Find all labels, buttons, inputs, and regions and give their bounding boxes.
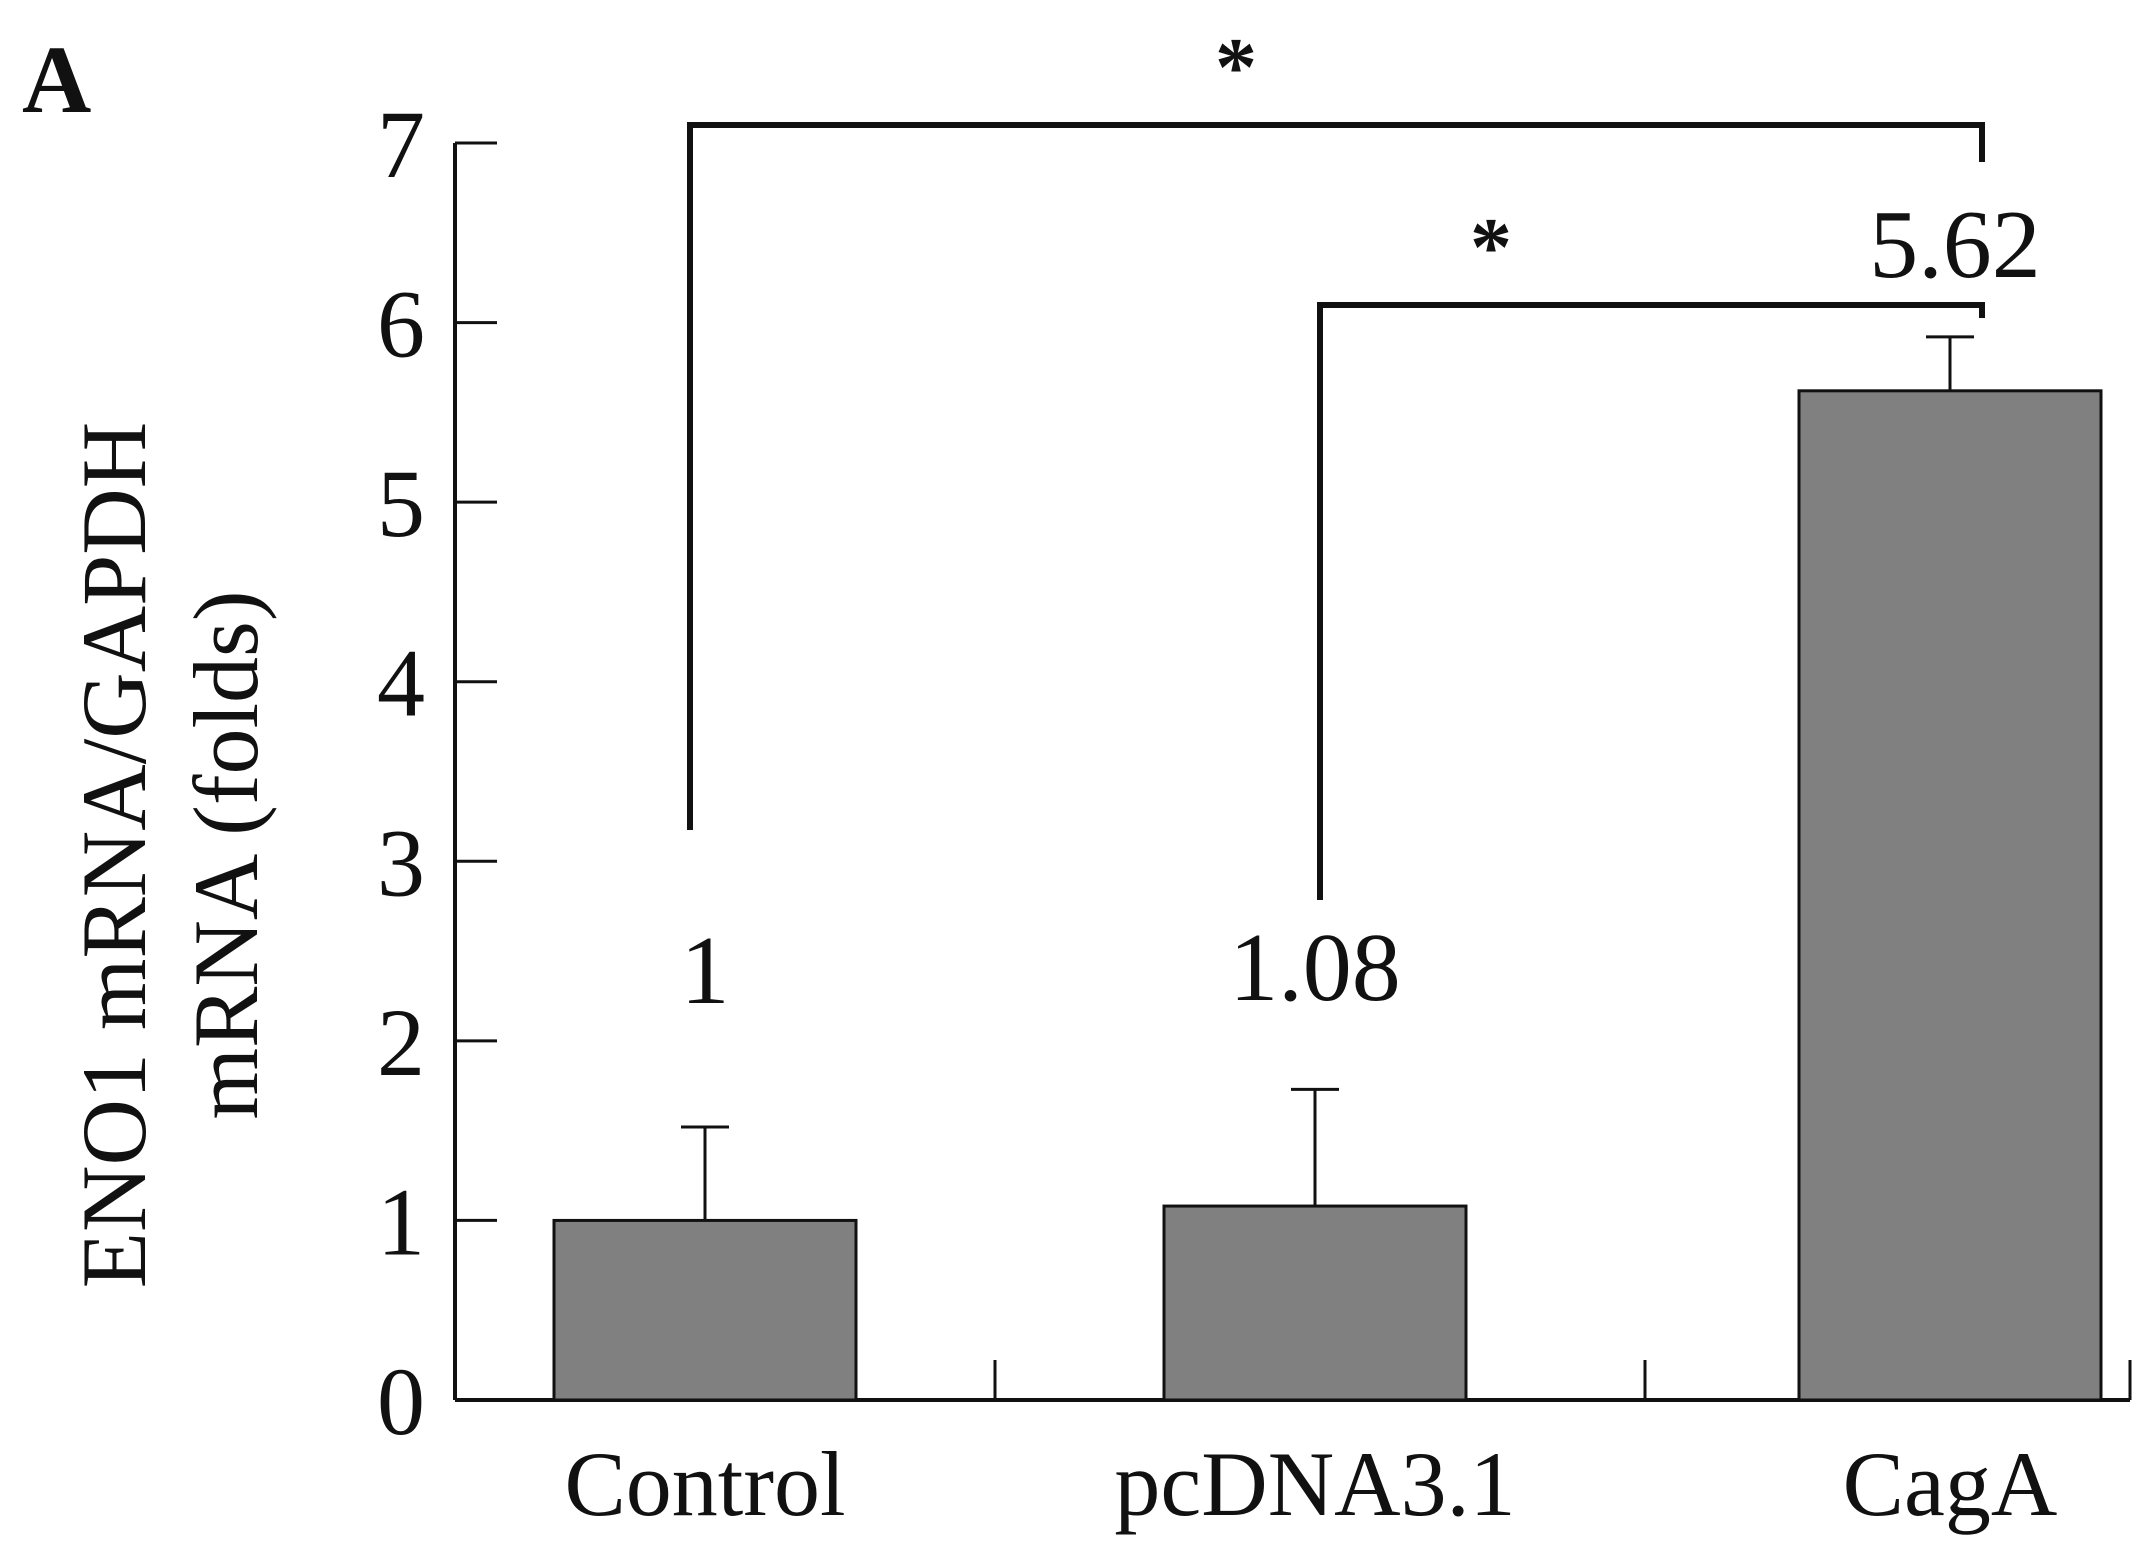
- data-label-2: 1.08: [1229, 914, 1401, 1022]
- data-label-3: 5.62: [1869, 191, 2041, 299]
- bar-control: [552, 1218, 858, 1402]
- bar-pcdna3-1: [1162, 1204, 1468, 1402]
- y-tick-label-6: 6: [377, 271, 425, 378]
- significance-bracket-2: [1317, 302, 1985, 900]
- x-category-label-3: CagA: [1843, 1433, 2058, 1535]
- x-category-label-1: Control: [564, 1433, 845, 1535]
- y-tick-label-5: 5: [377, 450, 425, 557]
- significance-brackets: **: [687, 21, 1985, 900]
- significance-star-2: *: [1470, 201, 1512, 294]
- y-tick-label-2: 2: [377, 989, 425, 1096]
- y-tick-label-3: 3: [377, 809, 425, 916]
- significance-star-1: *: [1215, 21, 1257, 114]
- y-tick-label-4: 4: [377, 630, 425, 737]
- bar-caga: [1797, 389, 2103, 1402]
- y-tick-label-1: 1: [377, 1168, 425, 1275]
- x-category-labels: Control pcDNA3.1 CagA: [564, 1433, 2057, 1535]
- data-labels: 1 1.08 5.62: [681, 191, 2041, 1025]
- error-bars: [681, 335, 1974, 1221]
- y-tick-label-7: 7: [377, 91, 425, 198]
- panel-label: A: [22, 26, 91, 133]
- y-axis-title-line-2: mRNA (folds): [175, 591, 277, 1120]
- y-tick-label-0: 0: [377, 1348, 425, 1455]
- x-category-label-2: pcDNA3.1: [1114, 1433, 1515, 1535]
- bars: [552, 389, 2103, 1402]
- data-label-1: 1: [681, 917, 730, 1025]
- y-ticks: 0 1 2 3 4 5 6 7: [377, 91, 497, 1455]
- significance-bracket-1: [687, 122, 1985, 830]
- y-axis-title-line-1: ENO1 mRNA/GAPDH: [63, 422, 165, 1288]
- y-axis-title: ENO1 mRNA/GAPDH mRNA (folds): [63, 422, 277, 1288]
